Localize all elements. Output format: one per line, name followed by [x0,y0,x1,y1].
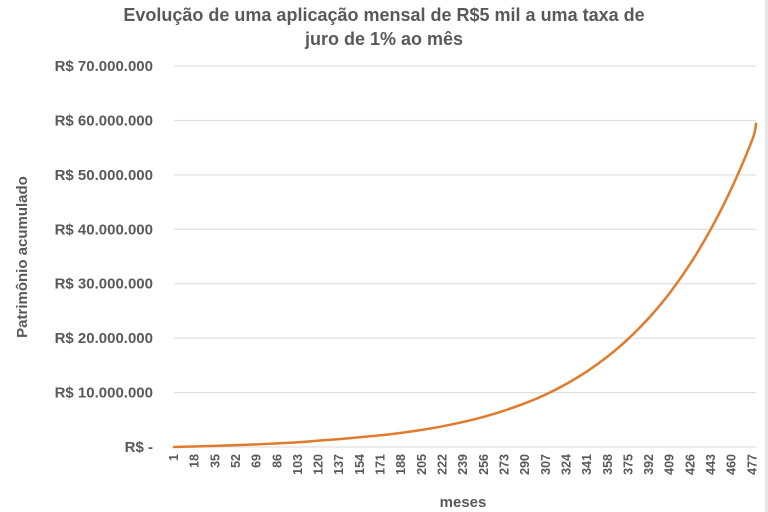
y-tick-label: R$ 10.000.000 [55,385,153,402]
x-tick-label: 222 [436,454,450,475]
y-axis-ticks: R$ - R$ 10.000.000 R$ 20.000.000 R$ 30.000.… [55,58,153,456]
y-tick-label: R$ 50.000.000 [55,167,153,184]
x-tick-label: 392 [642,454,656,475]
x-tick-label: 290 [518,454,532,475]
x-tick-label: 18 [188,454,202,468]
x-axis-ticks: 1 18 35 52 69 86 103 120 137 154 171 188 205 222 239 25… [167,454,759,475]
x-tick-label: 188 [394,454,408,475]
x-tick-label: 460 [725,454,739,475]
y-tick-label: R$ 40.000.000 [55,221,153,238]
gridlines [174,65,756,448]
x-tick-label: 375 [621,454,635,475]
x-tick-label: 103 [291,454,305,475]
x-tick-label: 171 [374,454,388,475]
x-tick-label: 341 [580,454,594,475]
x-tick-label: 358 [601,454,615,475]
x-tick-label: 205 [415,454,429,475]
x-axis-label: meses [440,494,487,511]
chart-title-line-1: Evolução de uma aplicação mensal de R$5 … [123,5,644,25]
x-tick-label: 426 [683,454,697,475]
y-tick-label: R$ 30.000.000 [55,276,153,293]
x-tick-label: 443 [704,454,718,475]
x-tick-label: 137 [332,454,346,475]
x-tick-label: 273 [497,454,511,475]
series-line [172,122,758,449]
chart-title-line-2: juro de 1% ao mês [304,29,463,49]
x-tick-label: 324 [559,454,573,475]
x-tick-label: 120 [312,454,326,475]
x-tick-label: 307 [539,454,553,475]
x-tick-label: 52 [229,454,243,468]
right-edge-divider [765,0,768,512]
y-tick-label: R$ 60.000.000 [55,112,153,129]
x-tick-label: 35 [208,454,222,468]
x-tick-label: 86 [270,454,284,468]
y-tick-label: R$ - [125,439,153,456]
y-tick-label: R$ 70.000.000 [55,58,153,75]
x-tick-label: 239 [456,454,470,475]
x-tick-label: 256 [477,454,491,475]
x-tick-label: 1 [167,454,181,461]
y-axis-label: Patrimônio acumulado [14,176,31,338]
x-tick-label: 477 [745,454,759,475]
x-tick-label: 409 [663,454,677,475]
x-tick-label: 69 [250,454,264,468]
series-layer [172,122,758,449]
x-tick-label: 154 [353,454,367,475]
y-tick-label: R$ 20.000.000 [55,330,153,347]
